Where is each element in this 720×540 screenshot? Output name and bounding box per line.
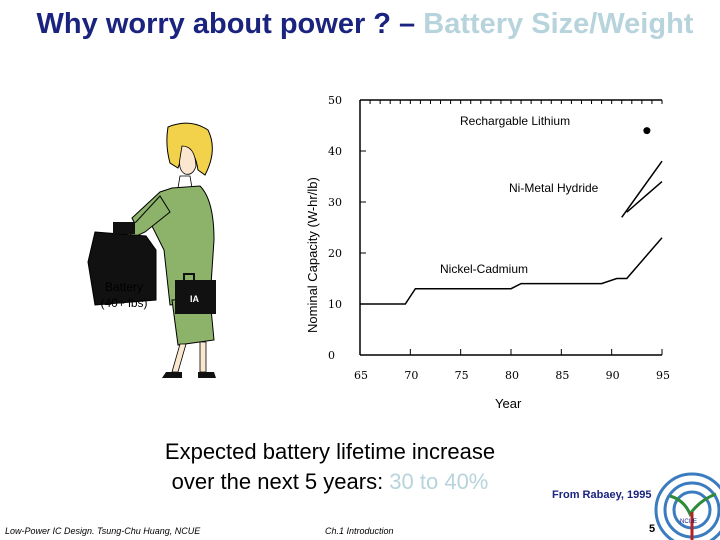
y-tick-label-0: 0 [328, 349, 335, 362]
series-ni-metal-hydride-line-1 [626, 181, 663, 213]
series-rechargable-lithium-point [643, 127, 651, 135]
y-tick-label-20: 20 [328, 247, 342, 260]
series-nickel-cadmium-line [360, 237, 663, 305]
chart-ticks [359, 99, 663, 356]
caption: Expected battery lifetime increase over … [130, 437, 530, 497]
series-label-ni-metal-hydride: Ni-Metal Hydride [509, 181, 599, 195]
source-citation: From Rabaey, 1995 [552, 489, 652, 501]
woman-carrying-battery-illustration: IA [87, 122, 216, 378]
caption-line1: Expected battery lifetime increase [164, 439, 496, 464]
x-tick-label-80: 80 [505, 369, 519, 382]
x-tick-label-85: 85 [555, 369, 569, 382]
caption-highlight: 30 to 40% [389, 469, 489, 494]
series-ni-metal-hydride-line-0 [621, 160, 663, 218]
battery-label: Battery (40+ lbs) [92, 279, 156, 311]
battery-label-line2: (40+ lbs) [100, 296, 148, 310]
slide-title: Why worry about power ? – Battery Size/W… [0, 6, 720, 42]
y-axis-title: Nominal Capacity (W-hr/lb) [305, 177, 320, 333]
title-highlight: Battery Size/Weight [423, 8, 694, 40]
x-tick-label-75: 75 [455, 369, 469, 382]
y-tick-label-30: 30 [328, 196, 342, 209]
page-number: 5 [649, 523, 656, 535]
chart-axes [359, 99, 662, 356]
x-tick-label-70: 70 [404, 369, 418, 382]
y-tick-label-50: 50 [328, 94, 342, 107]
caption-line2: over the next 5 years: 30 to 40% [130, 467, 530, 497]
chart-series [360, 127, 663, 305]
svg-text:IA: IA [190, 294, 200, 304]
title-part1: Why worry about power ? – [36, 8, 424, 40]
series-label-nickel-cadmium: Nickel-Cadmium [440, 262, 528, 276]
x-tick-label-95: 95 [656, 369, 670, 382]
footer-chapter: Ch.1 Introduction [325, 526, 394, 536]
y-tick-label-40: 40 [328, 145, 342, 158]
chart-labels: 0 10 20 30 40 50 65 70 75 80 85 90 95 Year Nominal Cap… [305, 94, 670, 411]
x-tick-label-90: 90 [606, 369, 620, 382]
series-label-rechargable-lithium: Rechargable Lithium [460, 114, 570, 128]
y-tick-label-10: 10 [328, 298, 342, 311]
x-tick-label-65: 65 [354, 369, 368, 382]
caption-line2-prefix: over the next 5 years: [171, 469, 390, 494]
x-axis-title: Year [495, 396, 522, 411]
battery-label-line1: Battery [104, 280, 143, 294]
footer-author: Low-Power IC Design. Tsung-Chu Huang, NC… [5, 526, 201, 536]
